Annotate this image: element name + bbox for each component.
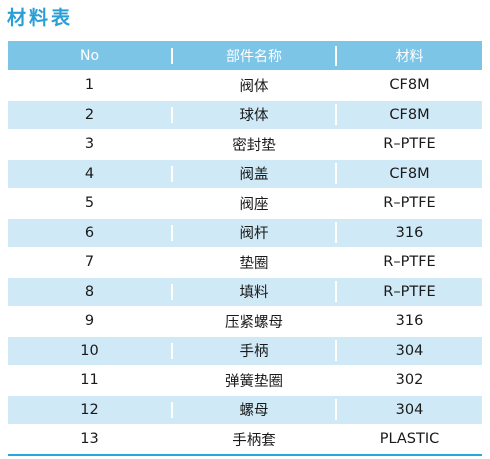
page-title: 材料表: [7, 7, 74, 29]
cell-material: R–PTFE: [383, 136, 436, 153]
cell-no: 12: [8, 401, 173, 418]
table-row: 11 弹簧垫圈 302: [8, 365, 482, 395]
table-row: 7 垫圈 R–PTFE: [8, 247, 482, 277]
cell-no: 6: [8, 224, 173, 241]
cell-material: 316: [395, 313, 424, 330]
cell-no: 13: [8, 431, 173, 448]
header-material: 材料: [395, 48, 424, 65]
cell-material: R–PTFE: [383, 254, 436, 271]
cell-no: 4: [8, 165, 173, 182]
cell-part-name: 压紧螺母: [173, 310, 337, 332]
header-no: No: [8, 47, 173, 64]
table-row: 4 阀盖 CF8M: [8, 158, 482, 188]
cell-part-name: 弹簧垫圈: [173, 369, 337, 391]
cell-no: 1: [8, 77, 173, 94]
table-row: 9 压紧螺母 316: [8, 306, 482, 336]
table-row: 8 填料 R–PTFE: [8, 276, 482, 306]
table-row: 2 球体 CF8M: [8, 99, 482, 129]
cell-material: CF8M: [389, 165, 430, 182]
cell-part-name: 阀体: [173, 74, 337, 96]
cell-no: 5: [8, 195, 173, 212]
table-row: 12 螺母 304: [8, 394, 482, 424]
cell-part-name: 阀杆: [173, 222, 337, 244]
table-row: 3 密封垫 R–PTFE: [8, 129, 482, 159]
cell-no: 8: [8, 283, 173, 300]
table-row: 6 阀杆 316: [8, 217, 482, 247]
table-header-row: No 部件名称 材料: [8, 41, 482, 70]
table-row: 1 阀体 CF8M: [8, 70, 482, 100]
cell-part-name: 手柄: [173, 340, 337, 362]
cell-part-name: 螺母: [173, 399, 337, 421]
cell-material: R–PTFE: [383, 283, 436, 300]
table-row: 10 手柄 304: [8, 335, 482, 365]
cell-material: 302: [395, 372, 424, 389]
cell-material: CF8M: [389, 106, 430, 123]
cell-material: 316: [395, 224, 424, 241]
cell-material: 304: [395, 342, 424, 359]
materials-table: No 部件名称 材料 1 阀体 CF8M 2 球体 CF8M 3 密封垫 R–PTFE 4 阀盖 CF…: [8, 41, 482, 456]
cell-no: 7: [8, 254, 173, 271]
cell-no: 10: [8, 342, 173, 359]
cell-part-name: 垫圈: [173, 251, 337, 273]
cell-no: 2: [8, 106, 173, 123]
cell-material: CF8M: [389, 77, 430, 94]
cell-no: 9: [8, 313, 173, 330]
cell-part-name: 密封垫: [173, 133, 337, 155]
cell-part-name: 手柄套: [173, 428, 337, 450]
cell-part-name: 阀座: [173, 192, 337, 214]
cell-no: 11: [8, 372, 173, 389]
cell-part-name: 填料: [173, 281, 337, 303]
header-part-name: 部件名称: [173, 45, 337, 66]
cell-no: 3: [8, 136, 173, 153]
cell-material: PLASTIC: [379, 431, 440, 448]
table-row: 13 手柄套 PLASTIC: [8, 424, 482, 454]
cell-part-name: 球体: [173, 104, 337, 126]
cell-material: R–PTFE: [383, 195, 436, 212]
cell-material: 304: [395, 401, 424, 418]
table-row: 5 阀座 R–PTFE: [8, 188, 482, 218]
cell-part-name: 阀盖: [173, 163, 337, 185]
